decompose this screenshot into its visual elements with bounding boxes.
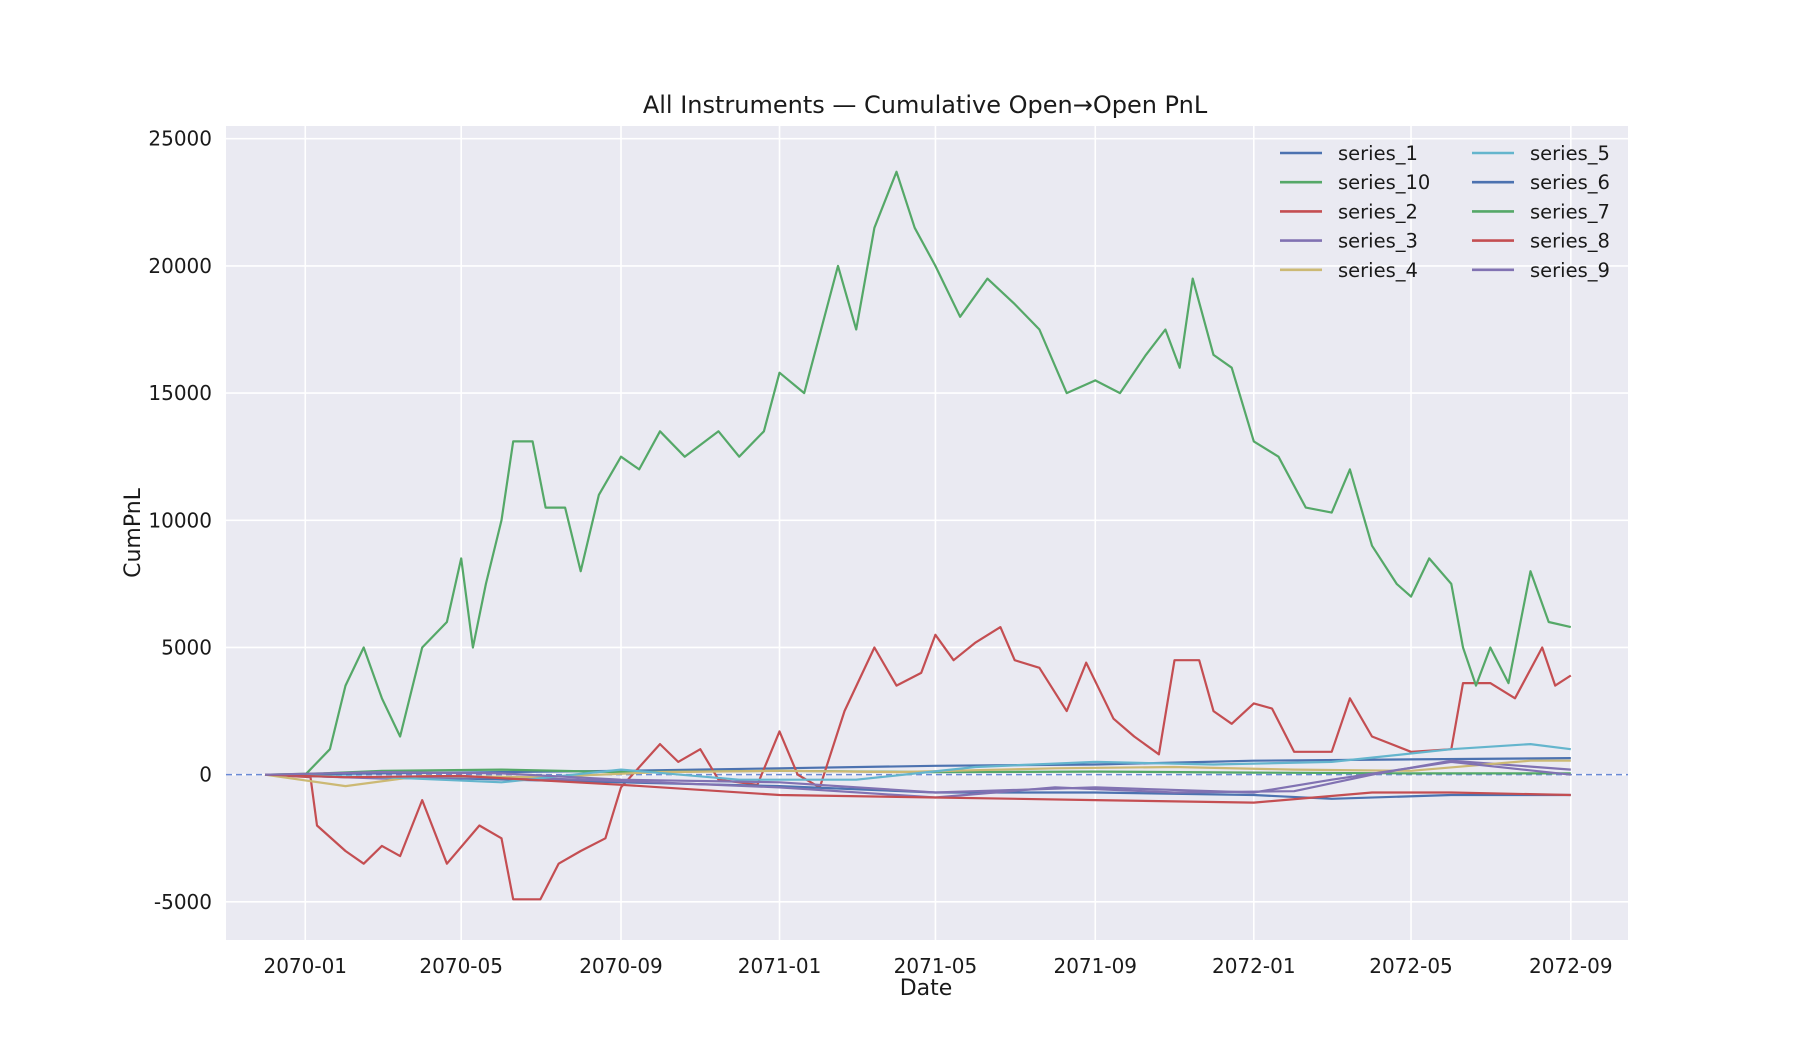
- legend-label: series_10: [1338, 171, 1430, 194]
- x-axis-label: Date: [900, 976, 953, 1001]
- legend-label: series_2: [1338, 200, 1418, 223]
- y-tick-label: 5000: [161, 635, 212, 659]
- y-tick-label: 0: [199, 763, 212, 787]
- x-tick-label: 2071-09: [1053, 954, 1137, 978]
- series-line-series-2: [264, 626, 1572, 901]
- x-tick-label: 2071-01: [738, 954, 822, 978]
- legend-label: series_7: [1530, 200, 1610, 223]
- x-axis: 2070-01 2070-05 2070-09 2071-01 2071-05 2071-…: [263, 954, 1612, 978]
- x-tick-label: 2072-01: [1212, 954, 1296, 978]
- x-tick-label: 2072-05: [1369, 954, 1453, 978]
- y-axis: -5000 0 5000 10000 15000 20000 25000: [148, 127, 212, 914]
- legend: series_1 series_10 series_2 series_3 series_…: [1280, 142, 1610, 282]
- x-tick-label: 2070-09: [579, 954, 663, 978]
- x-tick-label: 2070-05: [419, 954, 503, 978]
- y-tick-label: 25000: [148, 127, 212, 151]
- series-line-series-5: [264, 743, 1571, 784]
- y-tick-label: 15000: [148, 381, 212, 405]
- legend-label: series_1: [1338, 142, 1418, 165]
- x-tick-label: 2072-09: [1529, 954, 1613, 978]
- legend-label: series_5: [1530, 142, 1610, 165]
- y-tick-label: 10000: [148, 508, 212, 532]
- series-line-series-9: [264, 760, 1571, 794]
- y-tick-label: 20000: [148, 254, 212, 278]
- chart-title: All Instruments — Cumulative Open→Open P…: [643, 91, 1208, 119]
- x-tick-label: 2070-01: [263, 954, 347, 978]
- series-lines: [264, 170, 1572, 901]
- y-axis-label: CumPnL: [121, 487, 146, 578]
- series-line-series-8: [264, 773, 1571, 804]
- legend-label: series_9: [1530, 259, 1610, 282]
- legend-label: series_8: [1530, 230, 1610, 253]
- y-tick-label: -5000: [154, 890, 212, 914]
- legend-label: series_4: [1338, 259, 1418, 282]
- series-line-series-7: [265, 170, 1572, 776]
- x-tick-label: 2071-05: [894, 954, 978, 978]
- legend-label: series_3: [1338, 230, 1418, 253]
- legend-label: series_6: [1530, 171, 1610, 194]
- plot-area: [226, 126, 1628, 940]
